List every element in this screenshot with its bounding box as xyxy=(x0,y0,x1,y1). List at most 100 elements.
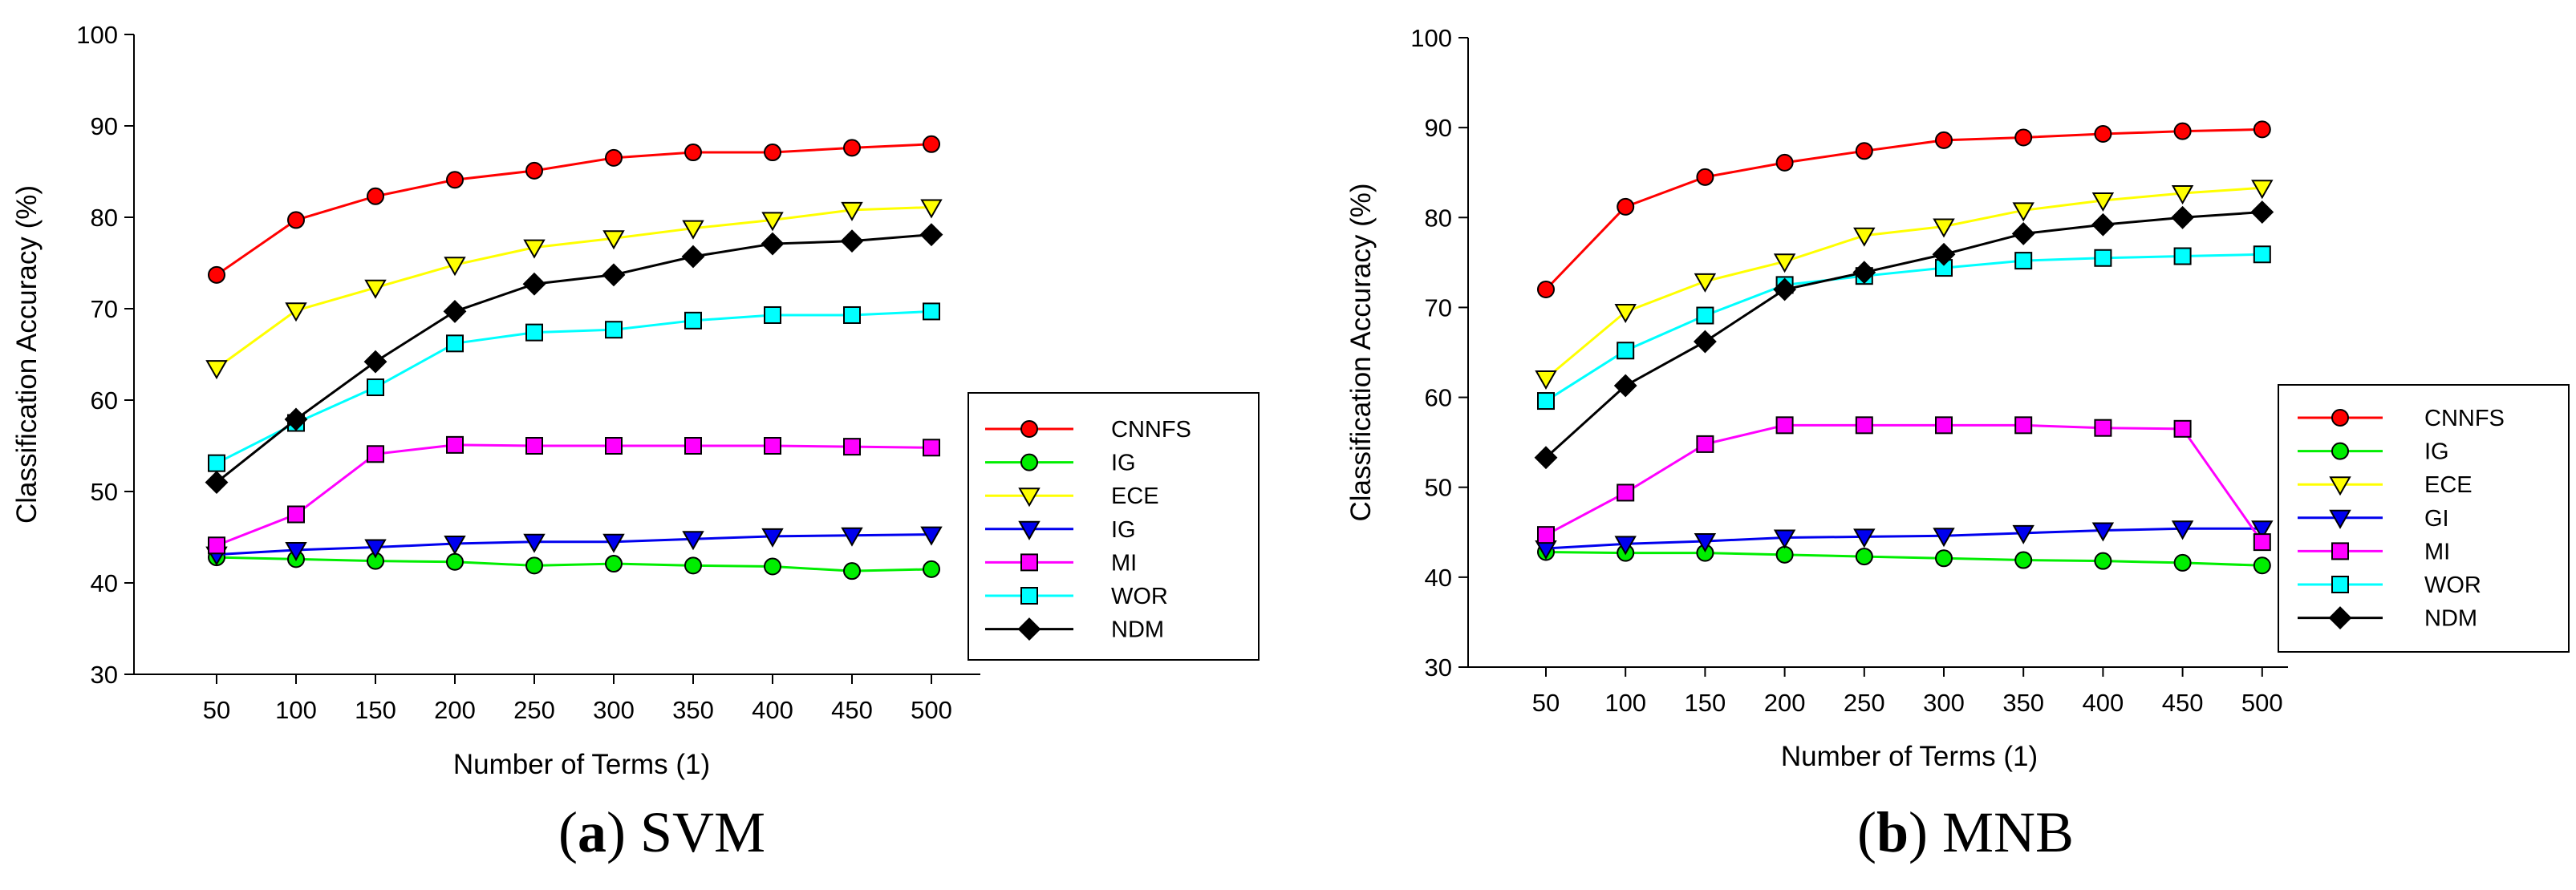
data-point xyxy=(684,311,702,330)
legend-entry: ECE xyxy=(2298,472,2473,498)
data-point xyxy=(1535,370,1557,390)
caption-open: ( xyxy=(558,800,578,864)
series-ndm xyxy=(205,223,943,495)
x-tick-label: 100 xyxy=(1604,689,1646,717)
data-point xyxy=(602,230,625,250)
data-point xyxy=(525,161,543,180)
data-point xyxy=(285,541,307,561)
data-point xyxy=(2171,205,2195,229)
data-point xyxy=(446,171,464,189)
series-line xyxy=(1544,127,2262,291)
data-point xyxy=(920,526,943,546)
data-point xyxy=(208,265,225,284)
data-point xyxy=(682,531,704,551)
legend-label: WOR xyxy=(1111,584,1168,609)
data-point xyxy=(1534,446,1558,470)
series-cnnfs xyxy=(1537,120,2271,298)
data-point xyxy=(1537,526,1555,544)
legend-entry: MI xyxy=(985,550,1137,576)
x-tick-label: 250 xyxy=(513,696,555,724)
x-tick-label: 350 xyxy=(672,696,714,724)
data-point xyxy=(1932,242,1956,266)
data-point xyxy=(761,232,785,256)
data-point xyxy=(444,257,466,277)
legend-label: CNNFS xyxy=(1111,417,1191,443)
series-line xyxy=(216,143,932,277)
data-point xyxy=(284,407,308,431)
data-point xyxy=(1614,304,1637,324)
data-point xyxy=(525,323,543,342)
data-point xyxy=(605,437,623,455)
data-point xyxy=(761,212,784,232)
data-point xyxy=(363,350,387,374)
data-point xyxy=(444,535,466,555)
data-point xyxy=(840,229,864,253)
data-point xyxy=(1853,528,1876,548)
legend-marker xyxy=(2331,576,2349,593)
data-point xyxy=(843,562,861,581)
series-line xyxy=(216,205,932,370)
legend-marker xyxy=(2331,542,2349,560)
legend-marker xyxy=(1018,487,1041,508)
data-point xyxy=(923,135,940,153)
data-point xyxy=(605,321,623,339)
data-point xyxy=(1617,197,1635,216)
data-point xyxy=(1537,392,1555,411)
data-point xyxy=(605,148,623,167)
data-point xyxy=(923,560,940,578)
data-point xyxy=(1855,548,1873,566)
data-point xyxy=(2173,247,2192,265)
legend-label: MI xyxy=(2424,539,2450,564)
legend-marker xyxy=(1020,553,1038,572)
x-tick-label: 200 xyxy=(434,696,476,724)
y-tick-label: 70 xyxy=(91,295,118,323)
data-point xyxy=(1617,342,1635,360)
data-point xyxy=(2253,120,2271,139)
data-point xyxy=(1613,374,1637,398)
legend-marker xyxy=(2331,442,2349,460)
data-point xyxy=(2171,185,2194,205)
data-point xyxy=(523,239,546,259)
data-point xyxy=(684,556,702,575)
legend-marker xyxy=(1020,420,1038,438)
data-point xyxy=(764,305,781,324)
legend-entry: WOR xyxy=(2298,572,2481,598)
y-tick-label: 80 xyxy=(91,204,118,232)
data-point xyxy=(682,220,704,240)
y-tick-label: 70 xyxy=(1425,293,1452,322)
legend-box xyxy=(968,392,1260,661)
chart-caption: (a) SVM xyxy=(558,800,765,864)
series-cnnfs xyxy=(208,135,940,284)
data-point xyxy=(764,557,781,576)
data-point xyxy=(605,555,623,573)
legend-label: IG xyxy=(1111,517,1136,543)
data-point xyxy=(1935,416,1953,435)
data-point xyxy=(1933,218,1955,238)
data-point xyxy=(287,505,305,524)
series-ig xyxy=(208,548,940,581)
series-line xyxy=(1545,253,2262,403)
legend-entry: NDM xyxy=(2298,606,2477,632)
data-point xyxy=(1617,483,1635,502)
y-tick-label: 100 xyxy=(76,21,118,49)
series-line xyxy=(216,556,932,572)
data-point xyxy=(1855,416,1873,435)
data-point xyxy=(764,437,781,455)
data-point xyxy=(205,360,228,380)
y-tick-label: 50 xyxy=(1425,474,1452,502)
legend-entry: IG xyxy=(2298,439,2449,465)
legend-label: ECE xyxy=(2424,472,2473,498)
x-tick-label: 50 xyxy=(1532,689,1560,717)
legend-label: ECE xyxy=(1111,483,1159,509)
x-tick-label: 300 xyxy=(1923,689,1965,717)
data-point xyxy=(2014,128,2033,147)
series-line xyxy=(1544,211,2262,459)
x-tick-label: 400 xyxy=(752,696,793,724)
x-tick-label: 100 xyxy=(275,696,317,724)
x-tick-label: 500 xyxy=(911,696,952,724)
x-tick-label: 150 xyxy=(1685,689,1726,717)
data-point xyxy=(2253,245,2271,264)
data-point xyxy=(2250,200,2274,224)
x-tick-label: 500 xyxy=(2241,689,2283,717)
